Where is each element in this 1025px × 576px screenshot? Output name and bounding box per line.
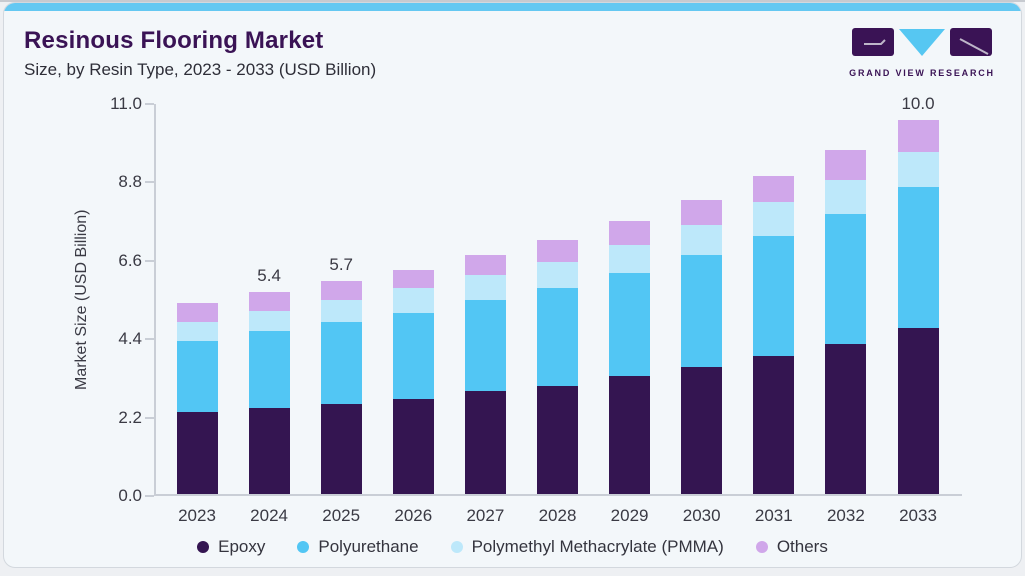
bar-segment-2025-polyurethane [320, 321, 362, 405]
y-tick-mark-0.0 [145, 495, 154, 497]
y-tick-label-0.0: 0.0 [118, 486, 142, 505]
y-tick-mark-6.6 [145, 259, 154, 262]
bar-segment-2031-polymethyl-methacrylate-pmma [753, 202, 795, 236]
legend-item-polymethyl-methacrylate-pmma: Polymethyl Methacrylate (PMMA) [450, 537, 724, 557]
legend-label-epoxy: Epoxy [218, 537, 266, 556]
legend-label-polyurethane: Polyurethane [318, 537, 419, 556]
bar-segment-2027-polyurethane [464, 299, 506, 392]
bar-segment-2033-polyurethane [897, 187, 939, 328]
y-tick-label-8.8: 8.8 [118, 172, 142, 192]
bar-value-label-2024: 5.4 [257, 266, 281, 286]
bar-segment-2025-polymethyl-methacrylate-pmma [320, 299, 362, 322]
y-tick-label-2.2: 2.2 [118, 407, 142, 427]
bar-segment-2024-polyurethane [248, 331, 290, 408]
x-label-2030: 2030 [682, 506, 721, 525]
chart-legend: Epoxy Polyurethane Polymethyl Methacrylate… [4, 537, 1021, 557]
bar-segment-2032-epoxy [825, 344, 867, 494]
gvr-logo-icon [852, 28, 992, 56]
page-subtitle: Size, by Resin Type, 2023 - 2033 (USD Bi… [24, 60, 377, 79]
y-tick-mark-8.8 [145, 181, 154, 184]
bar-segment-2026-others [392, 269, 434, 289]
legend-item-epoxy: Epoxy [197, 537, 265, 557]
y-tick-mark-4.4 [145, 338, 154, 341]
bar-segment-2033-epoxy [897, 327, 939, 494]
bar-segment-2031-others [753, 176, 795, 203]
plot-area: 0.0 2.2 4.4 6.6 8.8 11.0 2023 5.4 2024 5.7 2025 202… [110, 94, 962, 525]
gvr-logo-text: GRAND VIEW RESEARCH [849, 68, 995, 78]
bar-segment-2031-epoxy [753, 355, 795, 494]
bar-segment-2024-polymethyl-methacrylate-pmma [248, 310, 290, 332]
x-label-2023: 2023 [178, 506, 216, 525]
legend-dot-polymethyl-methacrylate-pmma [450, 541, 463, 553]
bar-segment-2029-polymethyl-methacrylate-pmma [609, 245, 651, 274]
legend-label-polymethyl-methacrylate-pmma: Polymethyl Methacrylate (PMMA) [471, 537, 724, 556]
bar-segment-2033-others [897, 120, 939, 152]
x-label-2028: 2028 [538, 506, 577, 525]
chart-card: Resinous Flooring Market Size, by Resin … [3, 2, 1022, 568]
bar-segment-2032-polyurethane [825, 213, 867, 345]
legend-dot-others [755, 541, 768, 553]
bar-segment-2023-others [176, 303, 218, 322]
bar-segment-2023-polymethyl-methacrylate-pmma [176, 321, 218, 341]
x-label-2029: 2029 [610, 506, 649, 525]
bar-segment-2028-epoxy [537, 385, 578, 494]
bar-segment-2025-others [320, 280, 362, 300]
bar-segment-2026-polymethyl-methacrylate-pmma [392, 288, 434, 313]
bar-segment-2026-polyurethane [392, 312, 434, 399]
legend-item-others: Others [755, 537, 828, 557]
bar-segment-2028-others [537, 239, 578, 263]
bar-segment-2032-polymethyl-methacrylate-pmma [825, 179, 867, 214]
bar-value-label-2033: 10.0 [901, 94, 935, 113]
gvr-logo: GRAND VIEW RESEARCH [847, 27, 997, 78]
bar-segment-2027-polymethyl-methacrylate-pmma [464, 275, 506, 300]
legend-dot-polyurethane [297, 541, 310, 553]
y-tick-label-11.0: 11.0 [110, 94, 142, 113]
y-tick-label-6.6: 6.6 [118, 250, 142, 270]
x-label-2026: 2026 [394, 506, 433, 525]
x-label-2024: 2024 [250, 506, 288, 525]
x-label-2025: 2025 [322, 506, 361, 525]
y-tick-mark-2.2 [145, 416, 154, 419]
x-label-2027: 2027 [466, 506, 505, 525]
bar-segment-2024-others [248, 292, 290, 311]
x-label-2031: 2031 [754, 506, 793, 525]
legend-dot-epoxy [197, 541, 210, 553]
y-tick-mark-11.0 [145, 103, 154, 105]
bar-segment-2029-polyurethane [609, 273, 651, 377]
bar-segment-2027-others [464, 254, 506, 276]
bar-segment-2033-polymethyl-methacrylate-pmma [897, 151, 939, 188]
bar-segment-2032-others [825, 149, 867, 180]
bar-segment-2024-epoxy [248, 407, 290, 494]
top-accent-bar [4, 3, 1021, 11]
bar-segment-2025-epoxy [320, 404, 362, 494]
legend-label-others: Others [776, 537, 828, 556]
bar-segment-2030-others [681, 200, 723, 225]
y-axis-title: Market Size (USD Billion) [73, 209, 90, 391]
legend-item-polyurethane: Polyurethane [297, 537, 419, 557]
x-label-2033: 2033 [899, 506, 937, 525]
bar-segment-2030-polyurethane [681, 254, 723, 367]
bar-segment-2028-polyurethane [537, 288, 578, 386]
x-label-2032: 2032 [826, 506, 865, 525]
y-tick-label-4.4: 4.4 [118, 329, 142, 349]
bar-segment-2029-others [609, 221, 651, 246]
page-title: Resinous Flooring Market [24, 27, 324, 54]
bar-segment-2029-epoxy [609, 376, 651, 494]
bar-segment-2031-polyurethane [753, 235, 795, 356]
bar-segment-2023-polyurethane [176, 340, 218, 412]
bar-segment-2030-polymethyl-methacrylate-pmma [681, 224, 723, 255]
bar-segment-2023-epoxy [176, 411, 218, 494]
bar-segment-2026-epoxy [392, 398, 434, 494]
bar-value-label-2025: 5.7 [329, 254, 353, 274]
bar-segment-2028-polymethyl-methacrylate-pmma [537, 262, 578, 289]
chart-header: Resinous Flooring Market Size, by Resin … [24, 27, 376, 80]
bar-segment-2027-epoxy [464, 391, 506, 494]
bar-segment-2030-epoxy [681, 366, 723, 494]
